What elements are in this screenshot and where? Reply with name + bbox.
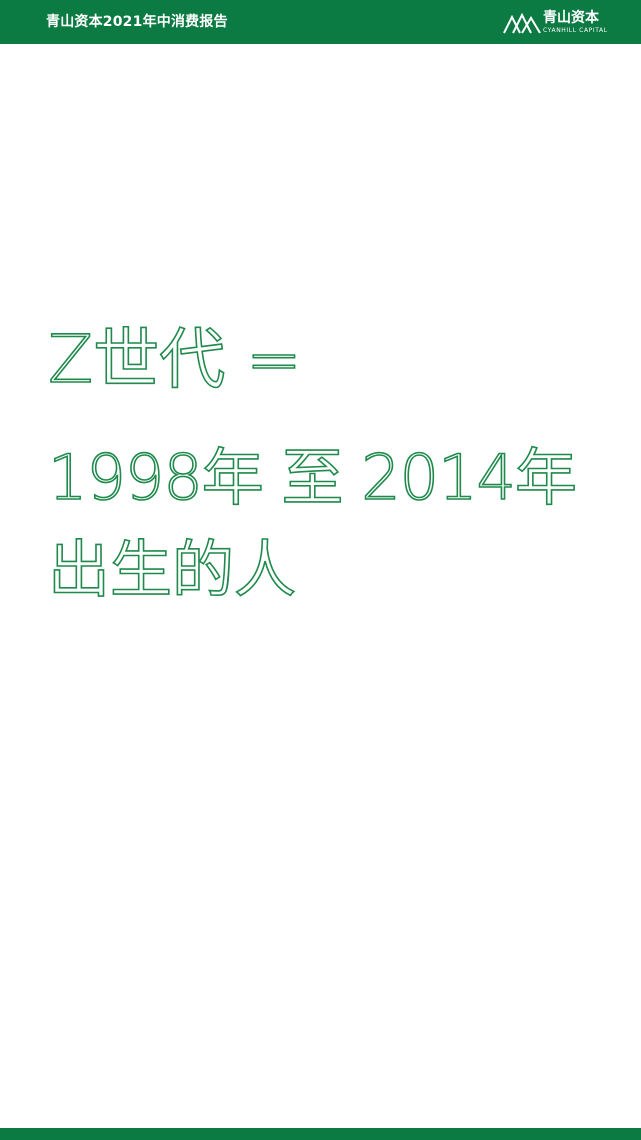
headline-line-3: 出生的人 [47, 532, 297, 607]
footer-bar [0, 1128, 641, 1140]
report-title: 青山资本2021年中消费报告 [46, 14, 228, 30]
mountain-logo-icon [503, 12, 541, 34]
brand-logo: 青山资本 CYANHILL CAPITAL [500, 9, 612, 37]
headline-line-2: 1998年 至 2014年 [47, 440, 578, 515]
logo-name: 青山资本 [543, 10, 599, 26]
headline-line-1: Z世代 = [47, 320, 302, 399]
header-bar: 青山资本2021年中消费报告 青山资本 CYANHILL CAPITAL [0, 0, 641, 44]
logo-subtitle: CYANHILL CAPITAL [543, 27, 608, 34]
